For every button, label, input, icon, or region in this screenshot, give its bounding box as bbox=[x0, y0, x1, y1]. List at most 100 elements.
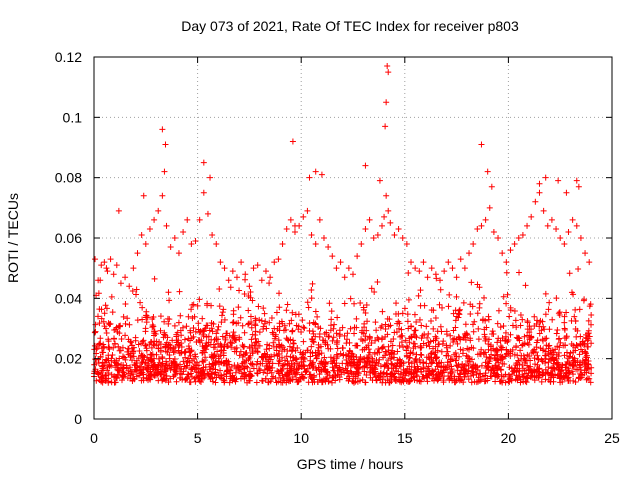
data-point bbox=[575, 183, 582, 190]
data-point bbox=[130, 265, 137, 272]
data-point bbox=[155, 207, 162, 214]
data-point bbox=[92, 256, 99, 263]
data-point bbox=[221, 265, 228, 272]
data-point bbox=[200, 189, 207, 196]
dense-point-cloud bbox=[91, 266, 595, 386]
y-tick-label: 0.06 bbox=[55, 230, 82, 246]
data-point bbox=[490, 228, 497, 235]
data-point bbox=[478, 222, 485, 229]
y-tick-label: 0.02 bbox=[55, 351, 82, 367]
x-tick-label: 10 bbox=[293, 430, 309, 446]
data-point bbox=[279, 241, 286, 248]
data-point bbox=[175, 250, 182, 257]
ticks-layer bbox=[93, 56, 613, 420]
data-point bbox=[350, 271, 356, 278]
data-point bbox=[358, 241, 365, 248]
data-point bbox=[254, 262, 261, 269]
data-point bbox=[376, 177, 383, 184]
y-tick-label: 0.12 bbox=[55, 49, 82, 65]
data-point bbox=[387, 219, 394, 226]
data-point bbox=[403, 241, 410, 248]
data-point bbox=[536, 180, 543, 187]
points-layer bbox=[92, 63, 593, 299]
data-point bbox=[354, 253, 361, 260]
data-point bbox=[544, 222, 551, 229]
data-point bbox=[207, 174, 214, 181]
data-point bbox=[383, 99, 390, 106]
data-point bbox=[291, 228, 298, 235]
data-point bbox=[428, 265, 435, 272]
data-point bbox=[238, 259, 245, 266]
data-point bbox=[424, 274, 431, 281]
data-point bbox=[420, 259, 427, 266]
data-point bbox=[213, 241, 220, 248]
y-tick-label: 0 bbox=[74, 411, 82, 427]
data-point bbox=[320, 235, 327, 241]
data-point bbox=[140, 192, 147, 199]
data-point bbox=[362, 162, 369, 169]
x-tick-label: 15 bbox=[397, 430, 413, 446]
data-point bbox=[104, 268, 111, 275]
data-point bbox=[470, 241, 477, 248]
data-point bbox=[536, 189, 543, 196]
data-point bbox=[532, 198, 539, 205]
data-point bbox=[445, 259, 452, 266]
data-point bbox=[362, 225, 369, 232]
data-point bbox=[159, 192, 166, 199]
data-point bbox=[412, 265, 419, 272]
data-point bbox=[167, 244, 174, 251]
data-point bbox=[382, 123, 389, 130]
data-point bbox=[312, 168, 319, 175]
data-point bbox=[225, 277, 232, 284]
data-point bbox=[466, 250, 473, 257]
data-point bbox=[204, 210, 211, 217]
data-point bbox=[474, 225, 481, 232]
data-point bbox=[113, 262, 120, 269]
data-point bbox=[555, 177, 562, 184]
data-point bbox=[103, 265, 110, 272]
data-point bbox=[399, 235, 406, 241]
data-point bbox=[507, 247, 514, 254]
y-axis-label: ROTI / TECUs bbox=[5, 193, 21, 283]
data-point bbox=[126, 283, 133, 290]
data-point bbox=[381, 213, 388, 220]
data-point bbox=[289, 138, 296, 145]
data-point bbox=[250, 265, 257, 272]
data-point bbox=[441, 268, 448, 275]
data-point bbox=[395, 225, 402, 232]
data-point bbox=[511, 241, 518, 248]
data-point bbox=[242, 271, 249, 278]
data-point bbox=[200, 159, 207, 166]
data-point bbox=[432, 271, 439, 278]
data-point bbox=[478, 141, 485, 148]
y-tick-label: 0.1 bbox=[63, 109, 83, 125]
data-point bbox=[391, 231, 398, 238]
data-point bbox=[524, 222, 531, 229]
data-point bbox=[267, 274, 274, 281]
point-cloud bbox=[91, 266, 595, 386]
data-point bbox=[437, 277, 444, 284]
data-point bbox=[341, 274, 348, 281]
data-point bbox=[134, 250, 141, 257]
data-point bbox=[180, 228, 187, 235]
data-point bbox=[142, 241, 149, 248]
data-point bbox=[98, 262, 105, 269]
x-tick-label: 0 bbox=[90, 430, 98, 446]
x-tick-labels: 0 5 10 15 20 25 bbox=[90, 430, 620, 446]
data-point bbox=[316, 216, 323, 223]
data-point bbox=[101, 259, 108, 266]
data-point bbox=[486, 204, 493, 211]
data-point bbox=[561, 241, 568, 248]
data-point bbox=[162, 141, 169, 148]
data-point bbox=[329, 253, 336, 260]
data-point bbox=[457, 256, 464, 263]
data-point bbox=[184, 216, 191, 223]
data-point bbox=[553, 225, 560, 232]
data-point bbox=[97, 277, 104, 284]
data-point bbox=[573, 177, 580, 184]
data-point bbox=[385, 207, 392, 214]
data-point bbox=[246, 283, 253, 290]
data-point bbox=[275, 256, 282, 263]
data-point bbox=[515, 235, 522, 241]
